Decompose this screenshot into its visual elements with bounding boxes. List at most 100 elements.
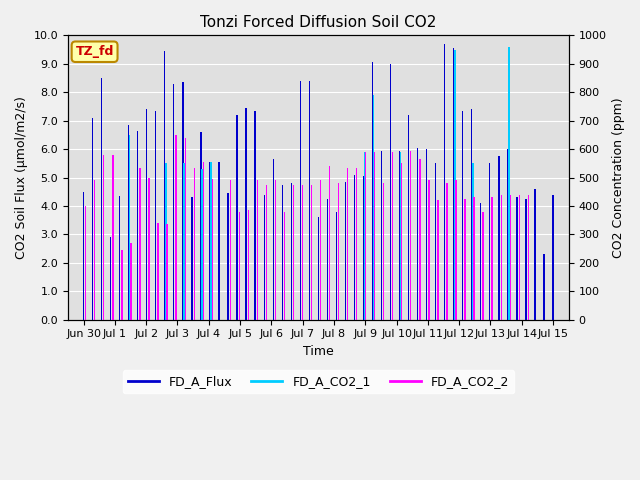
Bar [155,111,156,320]
Bar [374,152,376,320]
Bar [373,95,374,320]
Bar [410,151,412,320]
Bar [164,51,166,320]
Bar [110,237,111,320]
Bar [508,149,509,320]
Bar [218,162,220,320]
Legend: FD_A_Flux, FD_A_CO2_1, FD_A_CO2_2: FD_A_Flux, FD_A_CO2_1, FD_A_CO2_2 [122,370,514,393]
Bar [191,197,193,320]
Bar [428,180,429,320]
Bar [417,148,419,320]
Bar [129,135,131,320]
Bar [354,175,355,320]
Bar [101,78,102,320]
Y-axis label: CO2 Soil Flux (μmol/m2/s): CO2 Soil Flux (μmol/m2/s) [15,96,28,259]
Bar [119,196,120,320]
Bar [320,180,321,320]
Bar [282,185,283,320]
Bar [236,115,237,320]
Bar [257,180,258,320]
Bar [516,197,518,320]
Bar [499,156,500,320]
Bar [131,243,132,320]
Bar [509,194,511,320]
Bar [112,155,113,320]
Bar [255,111,256,320]
Bar [364,152,365,320]
Bar [492,197,493,320]
Bar [435,163,436,320]
Bar [173,84,175,320]
Bar [203,162,204,320]
Title: Tonzi Forced Diffusion Soil CO2: Tonzi Forced Diffusion Soil CO2 [200,15,436,30]
Bar [291,183,292,320]
Bar [92,118,93,320]
Bar [103,155,104,320]
Bar [128,125,129,320]
Bar [338,183,339,320]
Bar [146,109,147,320]
Bar [401,163,403,320]
Bar [137,131,138,320]
Bar [471,109,472,320]
Bar [543,254,545,320]
Bar [347,168,348,320]
Bar [399,151,400,320]
Y-axis label: CO2 Concentration (ppm): CO2 Concentration (ppm) [612,97,625,258]
Bar [284,212,285,320]
Bar [227,193,228,320]
Bar [400,152,401,320]
Bar [266,185,267,320]
Bar [474,197,475,320]
Bar [381,151,382,320]
Bar [465,199,466,320]
Bar [437,200,438,320]
Bar [83,192,84,320]
Bar [148,178,150,320]
Bar [489,163,490,320]
Bar [525,199,527,320]
Bar [345,182,346,320]
Bar [444,44,445,320]
Bar [157,223,159,320]
Bar [419,159,420,320]
Bar [317,217,319,320]
Bar [336,212,337,320]
Bar [383,183,385,320]
Bar [209,162,211,320]
Bar [212,179,213,320]
Bar [308,81,310,320]
Bar [392,152,394,320]
Bar [273,159,274,320]
Bar [248,210,249,320]
X-axis label: Time: Time [303,345,333,358]
Bar [300,81,301,320]
Bar [483,212,484,320]
Bar [302,185,303,320]
Bar [534,189,536,320]
Bar [182,82,184,320]
Bar [230,180,231,320]
Bar [211,162,212,320]
Bar [446,183,447,320]
Bar [527,194,529,320]
Bar [165,163,166,320]
Bar [175,135,177,320]
Bar [85,206,86,320]
Bar [472,163,474,320]
Bar [293,185,294,320]
Bar [202,169,203,320]
Bar [426,149,428,320]
Bar [518,194,520,320]
Bar [363,176,364,320]
Bar [462,111,463,320]
Bar [326,199,328,320]
Bar [508,47,509,320]
Bar [140,168,141,320]
Bar [372,62,373,320]
Bar [193,168,195,320]
Bar [166,225,168,320]
Bar [94,180,95,320]
Bar [480,203,481,320]
Text: TZ_fd: TZ_fd [76,45,114,58]
